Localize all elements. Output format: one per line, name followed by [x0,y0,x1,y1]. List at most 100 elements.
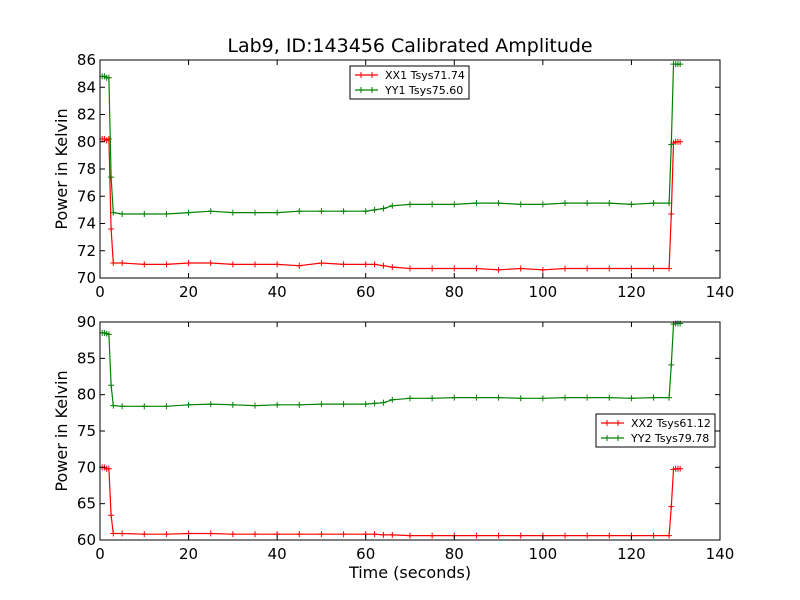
data-point [380,262,387,269]
data-point [473,200,480,207]
chart-title: Lab9, ID:143456 Calibrated Amplitude [227,35,592,57]
data-point [562,532,568,539]
data-point [429,395,436,402]
legend-label: YY2 Tsys79.78 [630,432,709,445]
data-point [562,265,568,272]
data-point [389,202,396,209]
data-point [110,402,117,409]
data-point [677,61,684,68]
data-point [110,530,117,537]
data-point [562,394,568,401]
data-point [407,265,413,272]
series-1 [99,136,684,273]
x-tick-label: 60 [356,545,375,563]
data-point [429,201,436,208]
data-point [380,399,387,406]
data-point [296,401,303,408]
data-point [517,395,524,402]
data-point [380,531,387,538]
data-point [628,395,635,402]
y-tick-label: 76 [77,187,96,205]
data-point [207,208,214,215]
data-point [362,208,369,215]
data-point [495,200,502,207]
data-point [606,532,613,539]
data-point [207,260,214,267]
data-point [252,531,258,538]
data-point [110,260,117,267]
data-point [668,210,675,217]
data-point [108,382,115,389]
data-point [517,532,524,539]
data-point [229,261,236,268]
x-tick-label: 120 [617,545,646,563]
data-point [371,261,378,268]
data-point [407,395,413,402]
data-point [473,532,480,539]
data-point [495,266,502,273]
data-point [451,265,458,272]
y-tick-label: 70 [77,458,96,476]
data-point [185,401,192,408]
data-point [539,266,546,273]
data-point [451,394,458,401]
data-point [650,394,657,401]
data-point [495,532,502,539]
legend-marker [358,72,375,78]
data-point [668,361,675,368]
data-point [517,265,524,272]
data-point [274,401,281,408]
data-point [517,201,524,208]
y-tick-label: 65 [77,495,96,513]
data-point [119,210,126,217]
legend-marker [604,420,621,426]
data-point [495,394,502,401]
data-point [584,265,591,272]
y-tick-label: 74 [77,215,96,233]
data-point [389,396,396,403]
y-tick-label: 82 [77,106,96,124]
data-point [318,401,325,408]
data-point [362,401,369,408]
y-tick-label: 90 [77,313,96,331]
data-point [110,209,117,216]
data-point [562,200,568,207]
legend-item: XX2 Tsys61.12 [601,417,711,430]
legend-label: XX1 Tsys71.74 [385,69,465,82]
data-point [105,465,112,472]
data-point [163,261,170,268]
y-tick-label: 70 [77,269,96,287]
x-tick-label: 0 [95,283,105,301]
data-point [108,174,115,181]
data-point [229,401,236,408]
data-point [185,209,192,216]
x-tick-label: 20 [179,545,198,563]
data-point [668,503,675,510]
y-tick-label: 80 [77,386,96,404]
data-point [340,531,347,538]
data-point [429,265,436,272]
legend-label: XX2 Tsys61.12 [631,417,711,430]
top-chart: 0 20 40 60 80 100 120 140 70 72 74 76 78 80 82 84 86 Powe… [52,35,734,301]
data-point [229,531,236,538]
data-point [539,395,546,402]
legend: XX2 Tsys61.12 YY2 Tsys79.78 [595,413,716,448]
data-point [274,209,281,216]
x-tick-label: 100 [529,545,558,563]
data-point [119,260,126,267]
data-point [296,262,303,269]
data-point [141,403,148,410]
x-tick-label: 140 [706,545,735,563]
y-tick-label: 84 [77,78,96,96]
data-point [371,206,378,213]
y-tick-label: 78 [77,160,96,178]
x-tick-label: 80 [445,545,464,563]
data-point [666,200,673,207]
y-tick-label: 80 [77,133,96,151]
x-tick-label: 20 [179,283,198,301]
data-point [473,265,480,272]
data-point [389,264,396,271]
data-point [105,331,112,338]
data-point [677,465,684,472]
data-point [584,394,591,401]
